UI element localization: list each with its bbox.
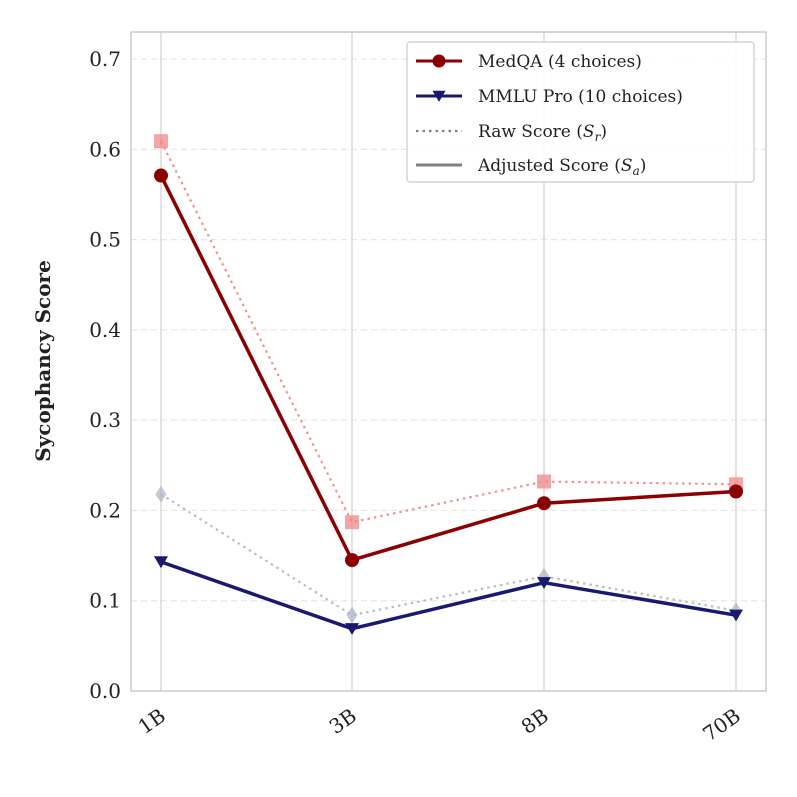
x-tick-label: 3B [325, 703, 361, 738]
series-layer [154, 134, 743, 636]
plot-frame [130, 31, 767, 692]
legend-label: Adjusted Score (Sa) [477, 156, 646, 178]
data-point [346, 606, 358, 624]
x-tick-label: 70B [698, 703, 745, 746]
y-tick-label: 0.4 [89, 318, 121, 342]
legend-item: MMLU Pro (10 choices) [416, 87, 683, 107]
data-point [154, 556, 168, 569]
x-tick-label: 8B [517, 703, 553, 738]
data-point [729, 609, 743, 622]
data-point [432, 90, 446, 102]
data-point [154, 134, 168, 149]
legend-item: Adjusted Score (Sa) [416, 156, 646, 178]
series-line [160, 493, 737, 617]
data-point [537, 496, 551, 511]
y-axis-label: Sycophancy Score [31, 260, 55, 462]
y-tick-label: 0.1 [89, 589, 121, 613]
y-tick-label: 0.5 [89, 228, 121, 252]
y-tick-label: 0.0 [89, 679, 121, 703]
data-point [345, 515, 359, 530]
data-point [729, 484, 743, 499]
legend: MedQA (4 choices) MMLU Pro (10 choices) Ra… [406, 41, 755, 183]
adjusted-score-series [154, 556, 743, 636]
x-tick-label: 1B [134, 703, 170, 738]
legend-label: MedQA (4 choices) [478, 52, 642, 72]
data-point [345, 553, 359, 568]
legend-label: Raw Score (Sr) [478, 122, 607, 144]
y-tick-label: 0.7 [89, 47, 121, 71]
adjusted-score-series [154, 168, 743, 568]
data-point [154, 168, 168, 183]
legend-item: MedQA (4 choices) [416, 52, 642, 72]
data-point [432, 54, 446, 68]
y-tick-label: 0.6 [89, 137, 121, 161]
y-tick-label: 0.2 [89, 498, 121, 522]
y-tick-label: 0.3 [89, 408, 121, 432]
data-point [537, 474, 551, 489]
data-point [345, 623, 359, 636]
series-line [159, 174, 737, 562]
raw-score-series [154, 134, 743, 530]
data-point [155, 485, 167, 503]
legend-label: MMLU Pro (10 choices) [478, 87, 683, 107]
legend-item: Raw Score (Sr) [416, 122, 607, 144]
data-point [537, 577, 551, 589]
series-line [160, 560, 737, 631]
legend-box [406, 41, 755, 183]
series-line [160, 140, 737, 524]
